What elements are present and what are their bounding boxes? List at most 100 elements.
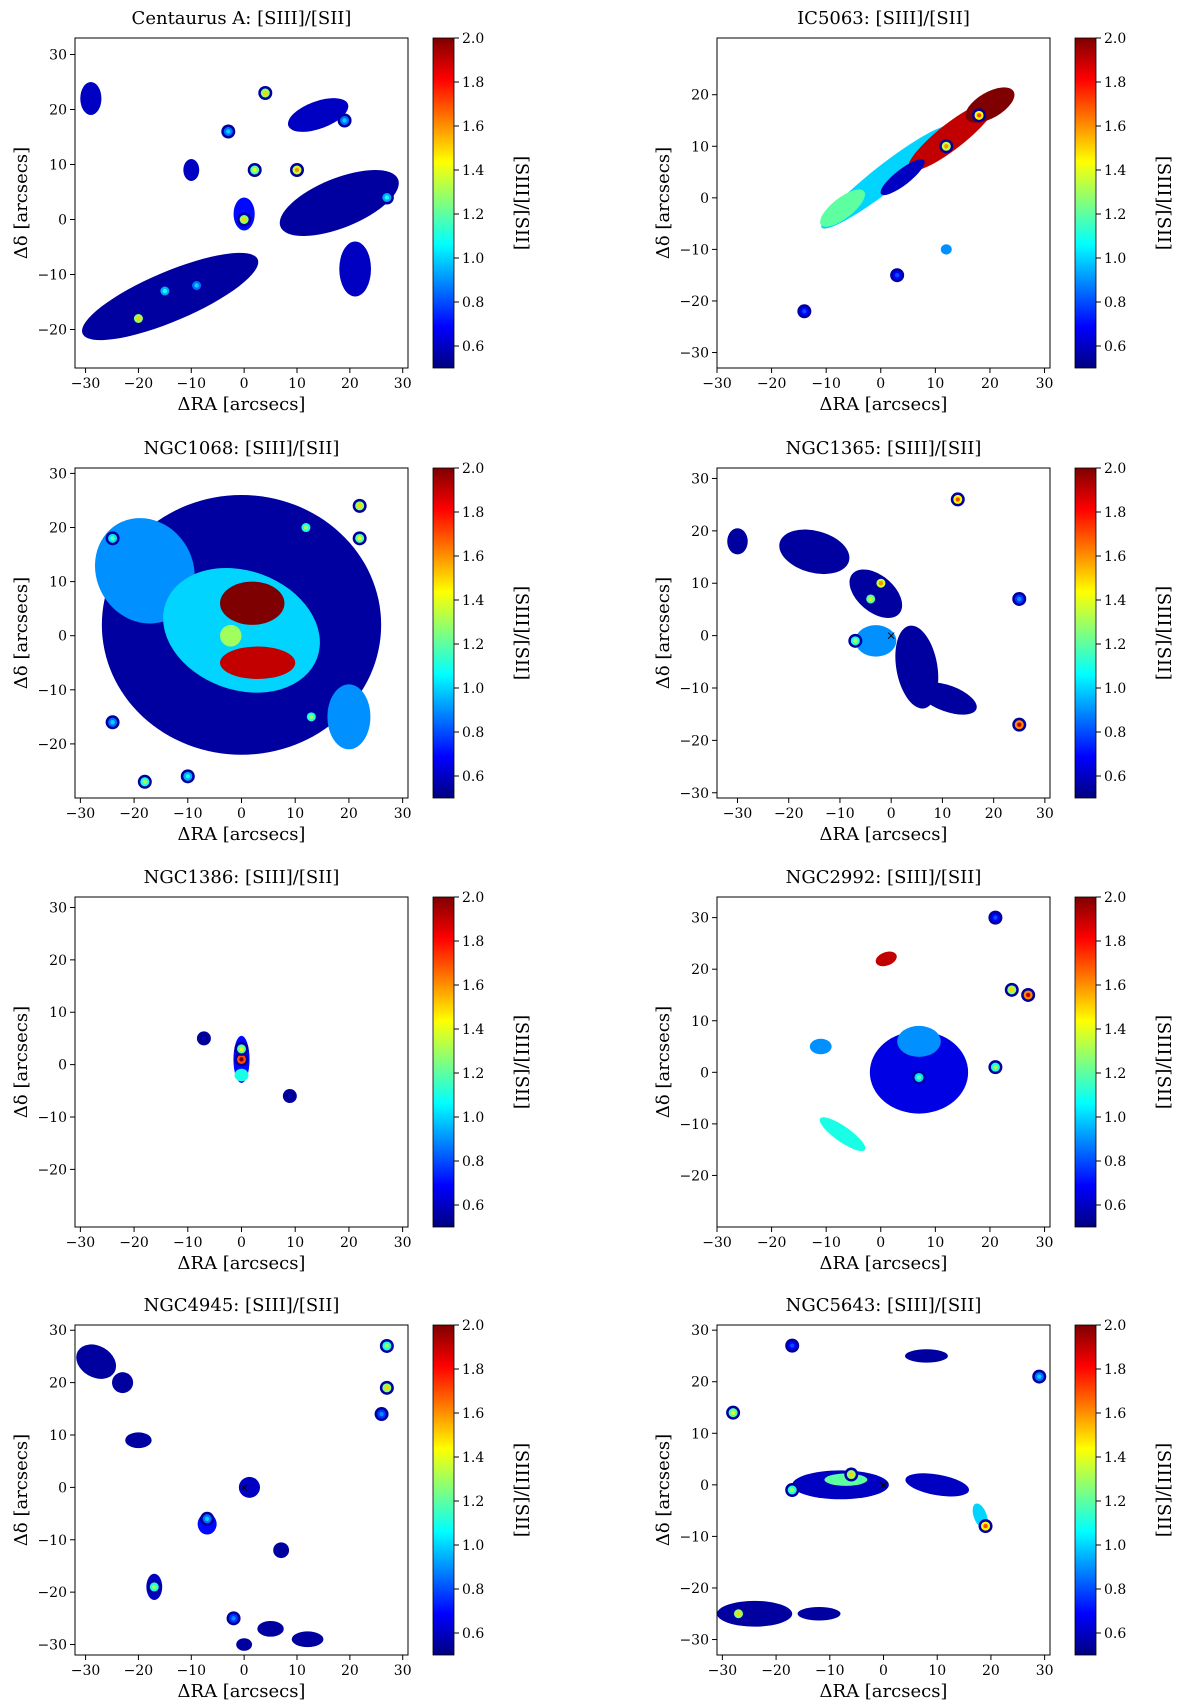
emission-knot-core	[853, 638, 858, 644]
x-tick-label: −10	[177, 376, 207, 392]
x-tick-label: −20	[119, 806, 149, 822]
chart-panel-5: NGC1386: [SIII]/[SII] −30 −20 −10 0 10 20 30 −20…	[11, 867, 532, 1274]
colorbar-tick-label: 1.8	[1104, 505, 1126, 521]
colorbar	[432, 896, 455, 1228]
x-tick-label: 10	[288, 1663, 306, 1679]
y-axis-label: Δδ [arcsecs]	[653, 1434, 674, 1546]
colorbar-tick-label: 1.4	[462, 593, 484, 609]
y-tick-label: −20	[679, 733, 709, 749]
colorbar-tick-label: 1.4	[462, 1450, 484, 1466]
colorbar-tick-label: 0.6	[462, 1198, 484, 1214]
colorbar-tick-label: 1.4	[462, 163, 484, 179]
colorbar-tick-label: 2.0	[462, 461, 484, 477]
x-axis-label: ΔRA [arcsecs]	[178, 1681, 306, 1702]
x-tick-label: −10	[811, 376, 841, 392]
emission-knot-core	[384, 1385, 390, 1391]
emission-knot-core	[789, 1487, 795, 1493]
colorbar-tick-label: 1.0	[462, 681, 484, 697]
y-tick-label: 0	[58, 629, 67, 645]
y-tick-label: −10	[679, 242, 709, 258]
y-tick-label: 30	[691, 911, 709, 927]
emission-knot-core	[110, 536, 115, 541]
colorbar	[1074, 1324, 1097, 1656]
emission-region	[234, 1068, 249, 1082]
y-tick-label: 0	[700, 191, 709, 207]
y-tick-label: 20	[49, 103, 67, 119]
colorbar-tick-label: 0.6	[462, 339, 484, 355]
y-tick-label: −20	[679, 1581, 709, 1597]
y-tick-label: −20	[37, 1585, 67, 1601]
colorbar-tick-label: 1.4	[462, 1022, 484, 1038]
y-axis-label: Δδ [arcsecs]	[653, 1006, 674, 1118]
x-tick-label: 10	[926, 1235, 944, 1251]
x-tick-label: −20	[124, 376, 154, 392]
colorbar-tick-label: 2.0	[462, 31, 484, 47]
chart-panel-8: NGC5643: [SIII]/[SII] × −30 −20 −10 0 10 20 30 −3…	[653, 1295, 1174, 1702]
plot-frame	[716, 896, 1051, 1228]
y-tick-label: 10	[691, 1014, 709, 1030]
chart-panel-6: NGC2992: [SIII]/[SII] −30 −20 −10 0 10 20 30 −20…	[653, 867, 1174, 1274]
y-tick-label: 10	[49, 1428, 67, 1444]
emission-region	[849, 569, 903, 618]
y-tick-label: 20	[691, 1375, 709, 1391]
y-tick-label: −30	[679, 1633, 709, 1649]
y-axis-label: Δδ [arcsecs]	[11, 577, 32, 689]
emission-knot-core	[110, 720, 115, 725]
chart-panel-7: NGC4945: [SIII]/[SII] × −30 −20 −10 0 10 20 30 −3…	[11, 1295, 532, 1702]
x-axis-label: ΔRA [arcsecs]	[820, 1681, 948, 1702]
emission-region	[819, 1117, 866, 1152]
emission-knot-core	[294, 167, 300, 173]
x-tick-label: 10	[926, 376, 944, 392]
x-tick-label: −30	[66, 1235, 96, 1251]
emission-knot-core	[162, 288, 168, 294]
x-tick-label: 0	[237, 1235, 246, 1251]
emission-map	[94, 495, 382, 789]
emission-region	[80, 82, 102, 115]
emission-region	[279, 169, 399, 237]
emission-map: ×	[727, 492, 1027, 732]
emission-region	[904, 1349, 948, 1363]
x-tick-label: 30	[1036, 1663, 1054, 1679]
colorbar-tick-label: 0.8	[462, 725, 484, 741]
colorbar-tick-label: 2.0	[1104, 31, 1126, 47]
emission-knot-core	[357, 536, 362, 541]
colorbar-tick-label: 2.0	[1104, 1318, 1126, 1334]
y-tick-label: −10	[37, 683, 67, 699]
colorbar-tick-label: 1.8	[462, 1362, 484, 1378]
emission-knot-core	[1037, 1374, 1042, 1379]
y-tick-label: 0	[58, 1058, 67, 1074]
nucleus-marker: ×	[239, 1480, 249, 1494]
emission-knot-core	[263, 90, 268, 96]
emission-knot-core	[878, 581, 884, 586]
emission-knot-core	[239, 1057, 244, 1062]
x-axis-label: ΔRA [arcsecs]	[820, 824, 948, 845]
x-tick-label: 0	[237, 806, 246, 822]
x-axis-label: ΔRA [arcsecs]	[178, 824, 306, 845]
colorbar	[1074, 896, 1097, 1228]
y-tick-label: 20	[691, 962, 709, 978]
y-tick-label: 30	[691, 471, 709, 487]
emission-knot-core	[802, 309, 807, 314]
y-tick-label: −10	[679, 1529, 709, 1545]
y-tick-label: −10	[37, 268, 67, 284]
emission-region	[779, 529, 850, 575]
plot-area	[717, 38, 1050, 368]
colorbar-tick-label: 0.6	[462, 1626, 484, 1642]
colorbar-tick-label: 1.2	[1104, 637, 1126, 653]
nucleus-marker: ×	[886, 629, 896, 643]
colorbar-tick-label: 1.8	[1104, 1362, 1126, 1378]
colorbar	[1074, 467, 1097, 799]
colorbar-tick-label: 0.8	[1104, 295, 1126, 311]
emission-knot-core	[789, 1343, 795, 1348]
colorbar-tick-label: 1.4	[1104, 163, 1126, 179]
emission-knot-core	[303, 525, 309, 530]
colorbar-tick-label: 0.6	[1104, 769, 1126, 785]
colorbar-tick-label: 1.4	[1104, 1450, 1126, 1466]
emission-knot-core	[357, 503, 362, 509]
colorbar-tick-label: 1.8	[1104, 75, 1126, 91]
emission-knot-core	[916, 1075, 922, 1080]
emission-knot-core	[849, 1472, 854, 1477]
y-tick-label: 20	[49, 521, 67, 537]
x-tick-label: −10	[825, 806, 855, 822]
chart-panel-4: NGC1365: [SIII]/[SII] × −30 −20 −10 0 10 20 30 −3…	[653, 438, 1174, 845]
